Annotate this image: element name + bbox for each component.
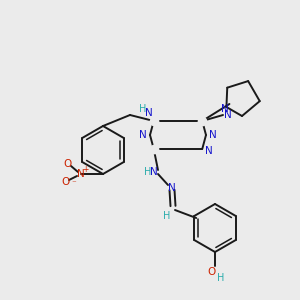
Text: N: N xyxy=(209,130,217,140)
Text: O: O xyxy=(61,177,69,187)
Text: ⁻: ⁻ xyxy=(72,179,76,188)
Text: N: N xyxy=(145,108,153,118)
Text: N: N xyxy=(224,110,232,120)
Text: N: N xyxy=(206,146,213,156)
Text: O: O xyxy=(208,267,216,277)
Text: N: N xyxy=(139,130,147,140)
Text: N: N xyxy=(150,167,158,177)
Text: H: H xyxy=(144,167,152,177)
Text: N: N xyxy=(168,183,176,193)
Text: N: N xyxy=(77,169,85,179)
Text: H: H xyxy=(217,273,225,283)
Text: H: H xyxy=(163,211,171,221)
Text: H: H xyxy=(139,104,146,114)
Text: O: O xyxy=(63,159,71,169)
Text: +: + xyxy=(82,164,88,173)
Text: N: N xyxy=(220,104,228,114)
